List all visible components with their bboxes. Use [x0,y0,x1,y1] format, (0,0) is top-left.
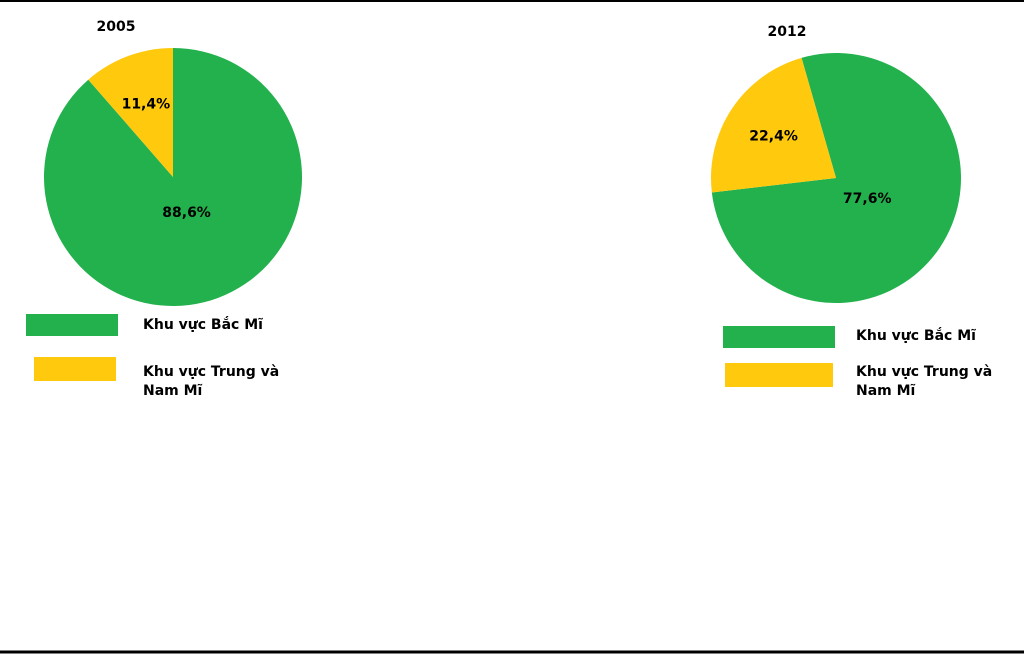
data-label: 11,4% [122,97,171,113]
legend-label: Khu vực Bắc Mĩ [143,317,263,333]
legend-swatch [26,314,118,336]
legend-label: Khu vực Trung và Nam Mĩ [856,364,993,399]
pie-slice [88,48,173,177]
chart-title: 2012 [768,24,807,40]
pie-slice [711,53,962,304]
legend-swatch [723,326,835,348]
data-label: 88,6% [162,205,211,221]
pie-slice [711,57,836,193]
chart-title: 2005 [97,19,136,35]
pie-slice [43,48,302,306]
legend-label: Khu vực Bắc Mĩ [856,328,976,344]
data-label: 77,6% [843,191,892,207]
legend-swatch [725,363,833,387]
data-label: 22,4% [749,128,798,144]
legend-swatch [34,357,116,381]
legend-label: Khu vực Trung và Nam Mĩ [143,364,280,399]
